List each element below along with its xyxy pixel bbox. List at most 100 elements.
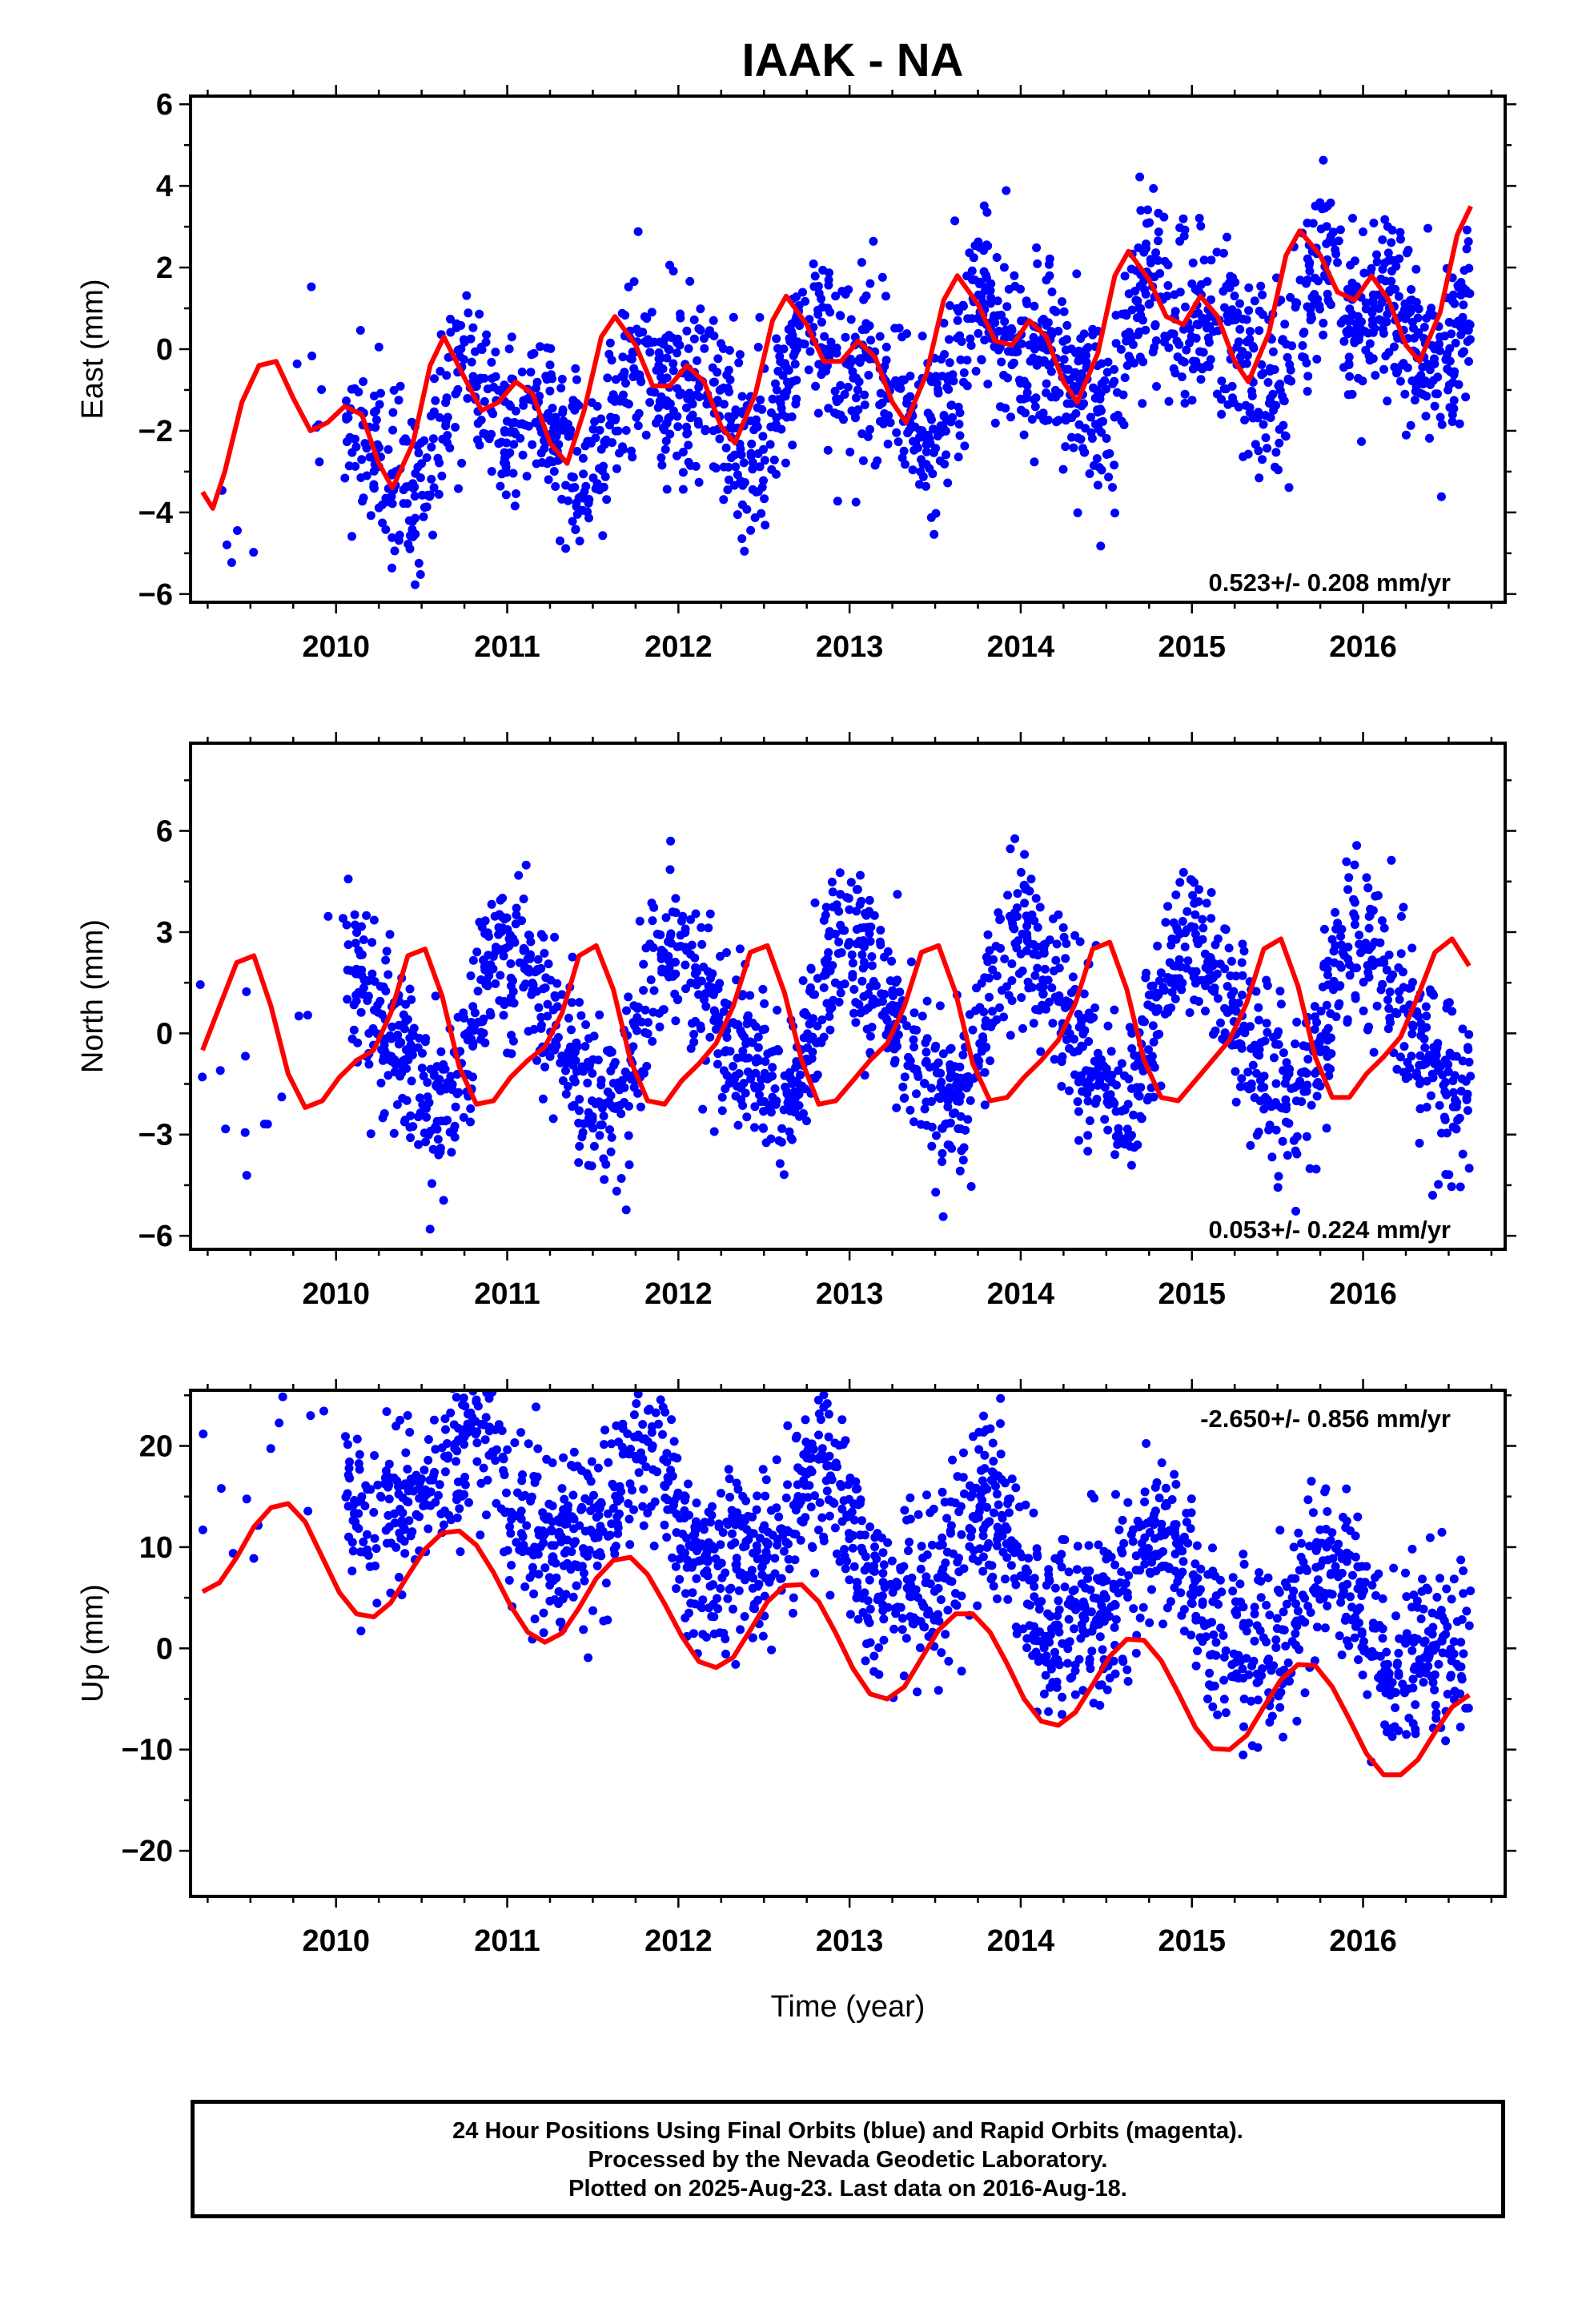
data-point bbox=[443, 1078, 452, 1088]
data-point bbox=[1350, 920, 1359, 929]
data-point bbox=[1289, 1136, 1299, 1145]
data-point bbox=[858, 456, 868, 465]
data-point bbox=[1363, 967, 1373, 977]
data-point bbox=[983, 930, 993, 939]
data-point bbox=[1057, 997, 1066, 1007]
data-point bbox=[451, 1102, 460, 1112]
data-point bbox=[1164, 396, 1174, 406]
data-point bbox=[1057, 1082, 1066, 1091]
data-point bbox=[1086, 1073, 1095, 1083]
data-point bbox=[342, 437, 351, 447]
data-point bbox=[1430, 1047, 1439, 1056]
data-point bbox=[750, 1123, 759, 1132]
data-point bbox=[364, 1059, 374, 1069]
data-point bbox=[742, 1112, 752, 1122]
data-point bbox=[746, 452, 756, 460]
data-point bbox=[790, 360, 800, 369]
data-point bbox=[1402, 248, 1411, 258]
data-point bbox=[1120, 373, 1130, 383]
data-point bbox=[1399, 1068, 1408, 1077]
data-point bbox=[675, 1554, 685, 1564]
data-point bbox=[760, 456, 769, 465]
data-point bbox=[406, 1133, 416, 1143]
data-point bbox=[1426, 1091, 1435, 1100]
data-point bbox=[772, 469, 781, 479]
data-point bbox=[512, 903, 521, 913]
data-point bbox=[1163, 281, 1173, 290]
data-point bbox=[836, 988, 845, 998]
data-point bbox=[1222, 1006, 1231, 1015]
data-point bbox=[1270, 1053, 1279, 1063]
data-point bbox=[1172, 336, 1182, 346]
data-point bbox=[649, 1542, 659, 1550]
data-point bbox=[1299, 1041, 1308, 1051]
data-point bbox=[462, 291, 472, 300]
data-point bbox=[548, 1005, 558, 1015]
data-point bbox=[673, 451, 681, 460]
data-point bbox=[995, 1003, 1004, 1012]
data-point bbox=[761, 1057, 770, 1066]
data-point bbox=[519, 400, 528, 410]
data-point bbox=[1017, 339, 1026, 348]
data-point bbox=[739, 1079, 749, 1088]
data-point bbox=[1274, 1172, 1283, 1181]
y-tick-label: 2 bbox=[156, 251, 173, 285]
data-point bbox=[1442, 1128, 1452, 1138]
data-point bbox=[881, 292, 890, 301]
data-point bbox=[480, 965, 490, 975]
data-point bbox=[491, 348, 500, 357]
data-point bbox=[317, 385, 327, 394]
data-point bbox=[419, 512, 428, 521]
data-point bbox=[865, 424, 874, 434]
data-point bbox=[932, 1068, 942, 1078]
data-point bbox=[691, 1016, 700, 1026]
data-point bbox=[1142, 239, 1150, 249]
data-point bbox=[938, 1049, 948, 1059]
data-point bbox=[890, 324, 900, 333]
data-point bbox=[369, 466, 379, 476]
data-point bbox=[692, 967, 701, 977]
data-point bbox=[1436, 492, 1446, 501]
data-point bbox=[849, 1008, 858, 1018]
data-point bbox=[315, 457, 324, 467]
data-point bbox=[1278, 1104, 1287, 1113]
data-point bbox=[633, 421, 643, 431]
data-point bbox=[1448, 290, 1458, 300]
data-point bbox=[661, 444, 670, 454]
data-point bbox=[1399, 1042, 1409, 1051]
data-point bbox=[988, 1572, 998, 1582]
data-point bbox=[1414, 304, 1423, 314]
data-point bbox=[1063, 1659, 1073, 1668]
data-point bbox=[1069, 443, 1078, 452]
data-point bbox=[510, 501, 520, 511]
data-point bbox=[682, 422, 691, 432]
data-point bbox=[612, 1186, 621, 1196]
data-point bbox=[584, 1108, 593, 1117]
data-point bbox=[940, 460, 950, 468]
data-point bbox=[1329, 976, 1339, 986]
data-point bbox=[405, 984, 415, 994]
data-point bbox=[709, 1006, 719, 1015]
data-point bbox=[532, 459, 541, 468]
data-point bbox=[844, 285, 853, 295]
data-point bbox=[1433, 372, 1443, 382]
data-point bbox=[569, 1100, 579, 1110]
data-point bbox=[822, 1462, 832, 1471]
data-point bbox=[775, 352, 785, 361]
data-point bbox=[826, 337, 836, 347]
data-point bbox=[1351, 994, 1360, 1003]
data-point bbox=[1058, 923, 1068, 932]
data-point bbox=[857, 325, 867, 335]
data-point bbox=[709, 332, 719, 340]
data-point bbox=[460, 1473, 470, 1482]
data-point bbox=[343, 995, 352, 1004]
data-point bbox=[801, 1084, 810, 1094]
data-point bbox=[943, 1606, 953, 1615]
data-point bbox=[770, 1084, 780, 1093]
data-point bbox=[1292, 1017, 1302, 1027]
data-point bbox=[880, 952, 889, 962]
data-point bbox=[548, 374, 557, 384]
data-point bbox=[1085, 1116, 1094, 1125]
data-point bbox=[1002, 186, 1011, 195]
data-point bbox=[1274, 381, 1283, 391]
